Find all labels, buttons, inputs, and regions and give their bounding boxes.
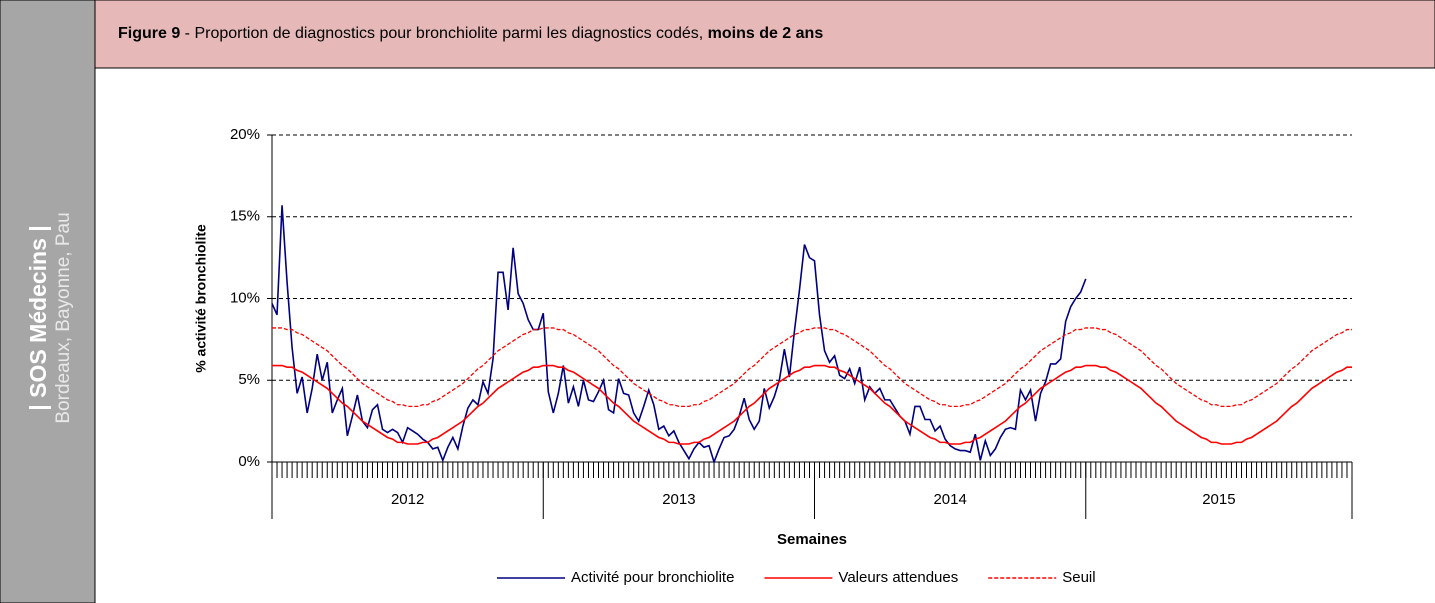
sidebar-title: | SOS Médecins | bbox=[25, 225, 51, 410]
y-tick-label: 5% bbox=[238, 371, 260, 388]
legend-label: Activité pour bronchiolite bbox=[571, 569, 734, 586]
chart: 0% 5% 10% 15% 20% 2012 2013 2014 2015 % activité … bbox=[193, 126, 1353, 586]
figure-caption: - Proportion de diagnostics pour bronchi… bbox=[180, 25, 707, 42]
sidebar-subtitle: Bordeaux, Bayonne, Pau bbox=[53, 212, 74, 423]
y-tick-label: 0% bbox=[238, 453, 260, 470]
y-tick-label: 10% bbox=[230, 289, 260, 306]
x-axis-title: Semaines bbox=[777, 531, 847, 548]
header-text: Figure 9 - Proportion de diagnostics pou… bbox=[118, 25, 823, 42]
series-line bbox=[272, 364, 1352, 445]
x-group-label: 2012 bbox=[391, 491, 424, 508]
y-tick-label: 15% bbox=[230, 208, 260, 225]
y-tick-label: 20% bbox=[230, 126, 260, 143]
legend-label: Valeurs attendues bbox=[838, 569, 958, 586]
legend-label: Seuil bbox=[1062, 569, 1095, 586]
header bbox=[94, 0, 1435, 69]
x-group-label: 2015 bbox=[1202, 491, 1235, 508]
figure-emphasis: moins de 2 ans bbox=[708, 25, 824, 42]
x-group-label: 2014 bbox=[933, 491, 966, 508]
figure-number: Figure 9 bbox=[118, 25, 180, 42]
sidebar bbox=[0, 0, 96, 603]
series-line bbox=[271, 205, 1087, 465]
x-group-label: 2013 bbox=[662, 491, 695, 508]
y-axis-title: % activité bronchiolite bbox=[193, 224, 209, 373]
series-line bbox=[272, 327, 1352, 408]
